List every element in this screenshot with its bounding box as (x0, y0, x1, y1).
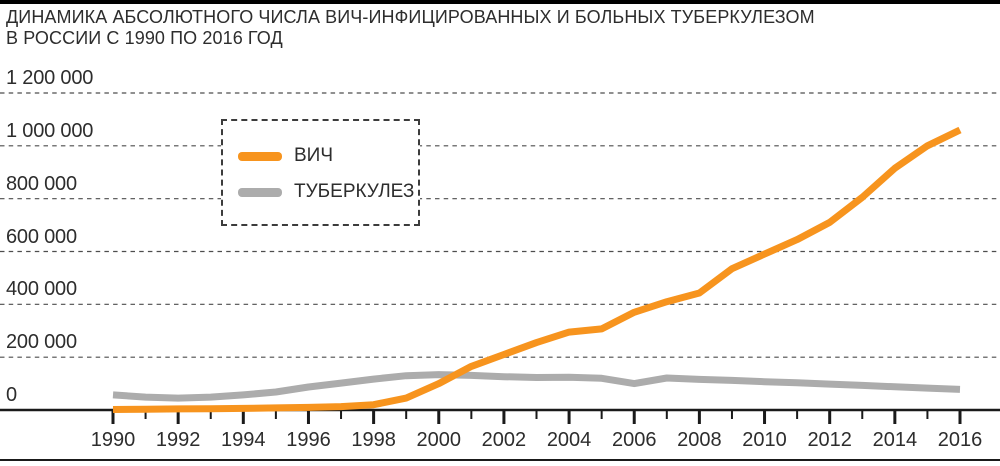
chart-title: ДИНАМИКА АБСОЛЮТНОГО ЧИСЛА ВИЧ-ИНФИЦИРОВ… (6, 7, 815, 49)
x-axis-year-label: 2016 (937, 429, 983, 451)
y-axis-tick-label: 0 (6, 384, 17, 406)
legend-item: ВИЧ (238, 145, 333, 166)
legend-item-label: ВИЧ (294, 145, 333, 166)
tb-legend-swatch (238, 187, 282, 197)
x-axis-year-label: 2014 (872, 429, 918, 451)
y-axis-tick-label: 200 000 (6, 331, 77, 354)
x-axis-year-label: 2002 (481, 429, 527, 451)
hiv-legend-swatch (238, 151, 282, 161)
x-axis-year-label: 2004 (546, 429, 592, 451)
x-axis-year-label: 2008 (677, 429, 722, 451)
x-axis-year-label: 2006 (611, 429, 657, 451)
hiv-series-line (112, 126, 962, 413)
x-axis-year-label: 2012 (807, 429, 852, 451)
tb-series-line (112, 371, 961, 402)
y-axis-tick-label: 600 000 (6, 225, 77, 248)
x-axis-year-label: 1992 (155, 429, 201, 451)
y-axis-tick-label: 800 000 (6, 172, 77, 195)
x-axis-year-label: 2000 (416, 429, 462, 451)
y-axis-tick-label: 400 000 (6, 278, 77, 301)
x-axis-year-label: 2010 (742, 429, 787, 451)
x-axis-year-label: 1998 (351, 429, 396, 451)
legend-item-label: ТУБЕРКУЛЕЗ (294, 181, 415, 202)
top-border-bar (0, 0, 1000, 4)
x-axis-year-label: 1994 (221, 429, 266, 451)
x-axis-year-label: 1990 (90, 429, 136, 451)
chart-title-line1: ДИНАМИКА АБСОЛЮТНОГО ЧИСЛА ВИЧ-ИНФИЦИРОВ… (6, 7, 815, 27)
legend-item: ТУБЕРКУЛЕЗ (238, 181, 415, 202)
chart-title-line2: В РОССИИ С 1990 ПО 2016 ГОД (6, 28, 283, 48)
y-axis-tick-label: 1 200 000 (6, 67, 94, 89)
legend-box: ВИЧ ТУБЕРКУЛЕЗ (221, 119, 420, 226)
x-axis-year-label: 1996 (286, 429, 331, 451)
bottom-border-line (0, 459, 1000, 461)
y-axis-tick-label: 1 000 000 (6, 119, 94, 142)
